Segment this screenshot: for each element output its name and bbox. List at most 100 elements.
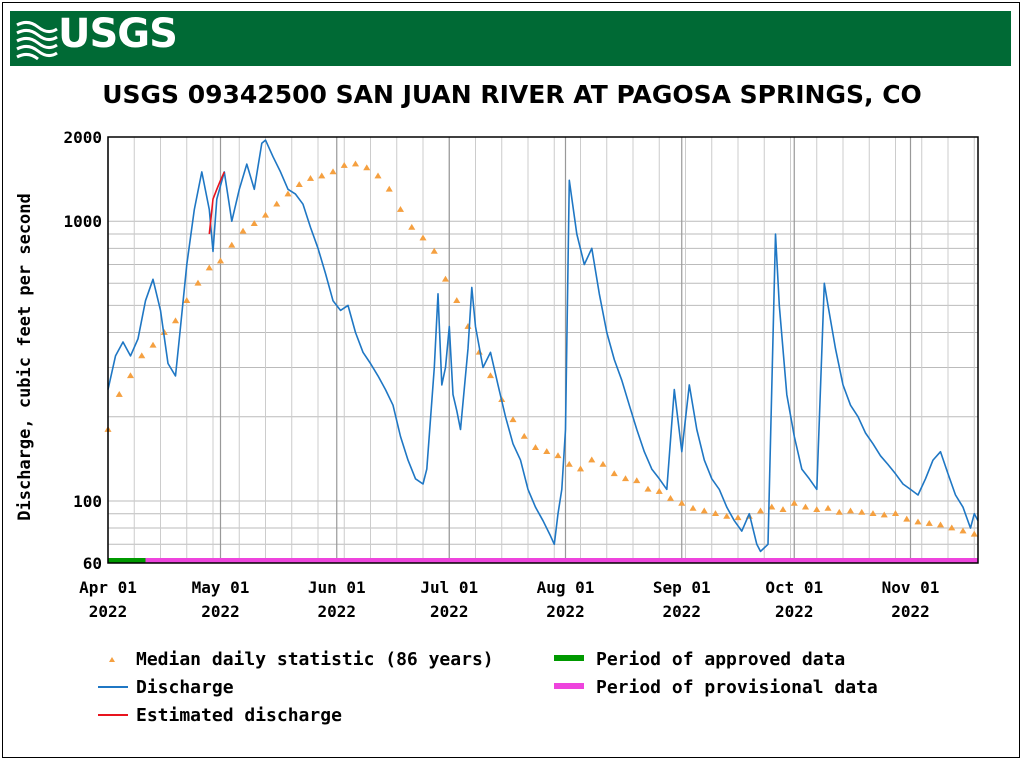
y-tick-label: 1000 [63, 212, 102, 231]
median-point [216, 257, 225, 264]
median-point [655, 488, 663, 494]
median-point [419, 234, 427, 241]
median-point [408, 223, 416, 230]
legend-bar-swatch [554, 683, 584, 689]
median-point [633, 477, 641, 484]
x-tick-month: Nov 01 [882, 578, 940, 597]
median-point [869, 510, 877, 517]
median-point [824, 504, 832, 511]
median-point [970, 530, 978, 537]
median-point [610, 470, 618, 477]
median-point [801, 503, 810, 510]
median-point [813, 506, 821, 513]
median-point [880, 511, 888, 518]
period-band [145, 558, 978, 563]
median-point [689, 504, 697, 511]
median-point [644, 485, 652, 492]
median-point [430, 247, 438, 254]
y-axis-label: Discharge, cubic feet per second [15, 193, 35, 521]
median-point [441, 275, 450, 282]
median-point [295, 181, 303, 188]
discharge-line [107, 139, 979, 553]
x-tick-month: Jul 01 [420, 578, 478, 597]
legend-label: Discharge [136, 677, 234, 698]
median-point [374, 172, 382, 179]
y-tick-label: 2000 [63, 128, 102, 147]
x-tick-month: Oct 01 [765, 578, 823, 597]
x-tick-year: 2022 [546, 602, 585, 621]
median-point [194, 279, 202, 286]
median-point [554, 452, 562, 459]
legend-bar-swatch [554, 655, 584, 661]
median-point [700, 507, 708, 514]
legend-label: Estimated discharge [136, 705, 342, 726]
median-point [948, 524, 956, 531]
median-point [520, 432, 528, 439]
x-tick-year: 2022 [317, 602, 356, 621]
median-point [936, 521, 945, 528]
period-band [108, 558, 146, 563]
median-point [959, 527, 967, 534]
usgs-logo-text: USGS [58, 11, 178, 57]
x-tick-year: 2022 [775, 602, 814, 621]
x-tick-month: Aug 01 [537, 578, 595, 597]
x-tick-year: 2022 [201, 602, 240, 621]
usgs-logo-icon [16, 20, 58, 61]
median-point [903, 515, 911, 522]
median-point [261, 211, 270, 218]
estimated-series [208, 171, 226, 235]
median-point [756, 507, 765, 514]
median-point [385, 185, 393, 192]
median-point [779, 506, 787, 513]
x-tick-year: 2022 [662, 602, 701, 621]
x-tick-year: 2022 [891, 602, 930, 621]
discharge-series [107, 139, 979, 553]
median-point [183, 297, 191, 303]
median-point [925, 519, 933, 526]
plot-border [107, 136, 979, 564]
usgs-banner: USGS [10, 11, 1011, 66]
legend-label: Median daily statistic (86 years) [136, 649, 494, 670]
y-tick-label: 60 [83, 554, 102, 573]
median-point [790, 499, 798, 506]
x-tick-month: Jun 01 [308, 578, 366, 597]
median-point [858, 508, 866, 515]
median-point [768, 503, 776, 510]
grid-lines [107, 136, 978, 564]
median-point [453, 297, 461, 303]
median-point [914, 518, 922, 525]
median-point [621, 475, 630, 482]
median-point [351, 160, 360, 167]
median-point [329, 168, 337, 175]
median-point [138, 352, 146, 359]
median-point [531, 444, 540, 450]
median-point [306, 175, 315, 181]
median-point [835, 508, 843, 515]
median-point [666, 494, 675, 501]
median-point [723, 512, 731, 519]
median-point [509, 416, 517, 423]
x-tick-year: 2022 [89, 602, 128, 621]
chart-legend: Median daily statistic (86 years) Period … [98, 649, 878, 726]
median-point [340, 162, 348, 168]
legend-median-marker [109, 657, 115, 662]
chart-title: USGS 09342500 SAN JUAN RIVER AT PAGOSA S… [102, 80, 922, 109]
median-point [846, 507, 855, 514]
legend-label: Period of approved data [596, 649, 845, 670]
x-tick-month: May 01 [192, 578, 250, 597]
median-point [891, 510, 900, 517]
median-point [239, 227, 247, 234]
median-point [126, 372, 135, 379]
y-axis-ticks: 2000 1000 100 60 [63, 128, 102, 573]
median-point [250, 220, 258, 226]
data-period-bands [108, 558, 978, 563]
median-point [599, 460, 607, 467]
median-point [543, 448, 551, 454]
median-point [396, 206, 405, 212]
median-point [734, 514, 742, 521]
median-point [149, 341, 157, 348]
estimated-discharge-line [208, 171, 226, 235]
x-axis-ticks: Apr 01 2022 May 01 2022 Jun 01 2022 Jul 01 2022… [79, 578, 939, 621]
median-point [588, 456, 596, 463]
